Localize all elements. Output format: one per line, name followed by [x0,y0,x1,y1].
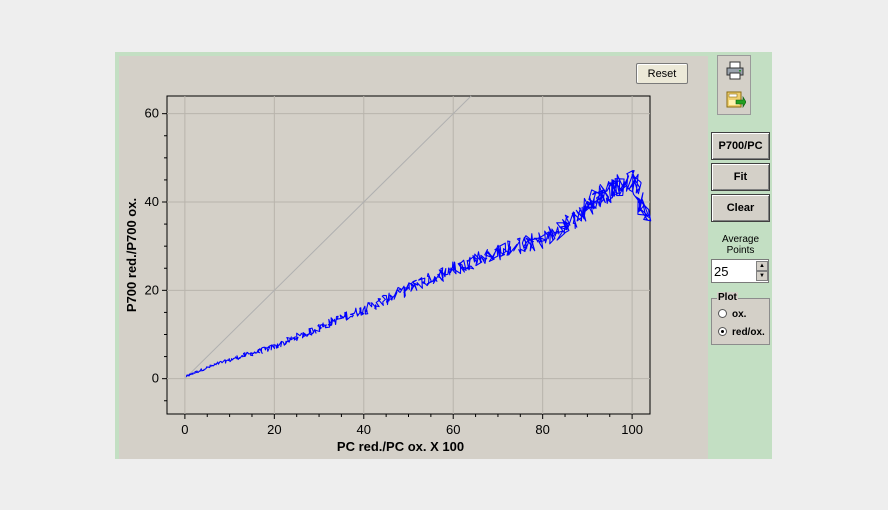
y-tick-label: 60 [145,106,159,121]
reference-line [184,95,472,380]
spin-down-button[interactable]: ▼ [756,271,768,281]
printer-icon[interactable] [724,60,746,82]
x-tick-label: 40 [357,422,371,437]
average-points-label: Average Points [711,234,770,256]
plot-option-red-ox[interactable]: red/ox. [718,326,765,340]
plot-option-red-ox-label: red/ox. [732,327,765,338]
y-tick-label: 20 [145,282,159,297]
average-points-stepper: ▲ ▼ [711,259,769,283]
plot-mode-group: Plot ox. red/ox. [711,292,770,345]
average-points-input[interactable] [714,261,754,281]
x-tick-label: 80 [535,422,549,437]
x-tick-label: 20 [267,422,281,437]
export-icon[interactable] [724,88,747,110]
plot-option-ox-label: ox. [732,309,747,320]
plot-group-title: Plot [717,292,738,304]
y-axis-label: P700 red./P700 ox. [124,198,139,312]
x-axis-label: PC red./PC ox. X 100 [337,439,464,454]
y-tick-label: 0 [152,371,159,386]
radio-ox[interactable] [718,309,727,318]
average-label-line1: Average [721,234,760,245]
average-label-line2: Points [726,245,755,256]
plot-area [166,95,651,415]
chart: 0 20 40 60 80 100 0 20 40 60 PC red./PC ox. X 100 P… [124,95,652,454]
clear-button[interactable]: Clear [711,194,770,222]
icon-toolbar [717,55,751,115]
fit-button[interactable]: Fit [711,163,770,191]
p700-pc-button[interactable]: P700/PC [711,132,770,160]
reset-button[interactable]: Reset [636,63,688,84]
x-tick-label: 100 [621,422,643,437]
y-tick-label: 40 [145,194,159,209]
x-tick-label: 0 [181,422,188,437]
spin-up-button[interactable]: ▲ [756,261,768,271]
right-panel [710,52,772,459]
x-tick-label: 60 [446,422,460,437]
plot-option-ox[interactable]: ox. [718,308,746,322]
series-line [185,169,652,378]
radio-red-ox[interactable] [718,327,727,336]
